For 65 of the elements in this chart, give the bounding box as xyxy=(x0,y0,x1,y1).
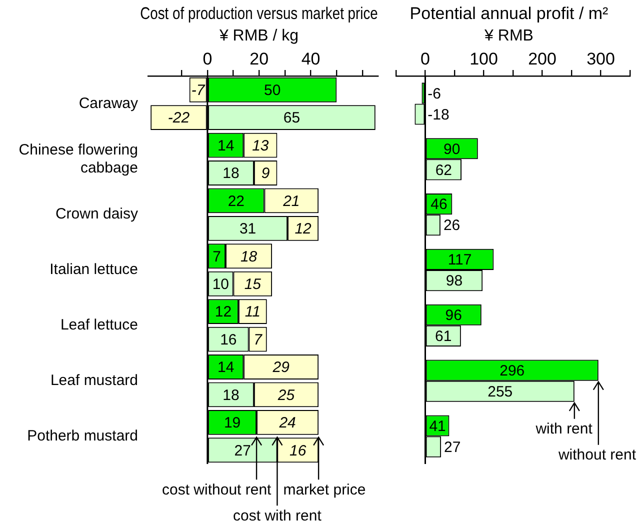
x-tick-label: 200 xyxy=(528,49,556,68)
data-label: 7 xyxy=(254,331,263,348)
data-label: 90 xyxy=(444,140,460,158)
data-label: 22 xyxy=(228,192,245,210)
data-label: 296 xyxy=(500,362,525,380)
y-tick-label: Leaf lettuce xyxy=(60,316,138,334)
data-label: 117 xyxy=(448,252,472,269)
data-label: 61 xyxy=(435,328,452,346)
data-label: 62 xyxy=(435,162,452,179)
data-label: -18 xyxy=(428,106,450,124)
data-label: 24 xyxy=(278,414,296,432)
data-label: 25 xyxy=(276,386,296,404)
data-label: 12 xyxy=(214,304,232,321)
x-tick-label: 20 xyxy=(250,49,269,68)
y-tick-label: Potherb mustard xyxy=(27,427,138,444)
chart-subtitle: ¥ RMB xyxy=(484,27,534,44)
data-label: 18 xyxy=(240,248,258,266)
data-label: -6 xyxy=(428,85,441,102)
y-tick-label: Caraway xyxy=(78,94,138,112)
x-tick-label: 300 xyxy=(586,49,615,68)
annotation: cost with rent xyxy=(233,507,322,524)
data-label: 14 xyxy=(217,137,234,154)
data-label: 26 xyxy=(443,217,460,234)
data-label: 10 xyxy=(212,276,230,293)
data-label: 255 xyxy=(488,384,513,401)
data-label: 16 xyxy=(220,331,237,348)
data-label: 16 xyxy=(290,442,307,460)
x-tick-label: 0 xyxy=(420,49,430,68)
data-label: 18 xyxy=(222,165,240,182)
y-tick-label: Leaf mustard xyxy=(50,372,138,389)
data-label: 31 xyxy=(239,220,256,238)
annotation: without rent xyxy=(557,446,637,464)
data-label: 7 xyxy=(212,248,221,266)
data-label: 50 xyxy=(264,82,281,99)
x-tick-label: 100 xyxy=(470,49,498,68)
chart-title: Potential annual profit / m² xyxy=(410,4,609,23)
chart-subtitle: ¥ RMB / kg xyxy=(218,27,299,44)
x-tick-label: 40 xyxy=(301,49,320,68)
data-label: 98 xyxy=(446,272,463,290)
annotation: cost without rent xyxy=(162,481,272,498)
data-label: 27 xyxy=(234,442,251,460)
data-label: 27 xyxy=(444,438,461,456)
y-tick-label: Crown daisy xyxy=(55,206,138,223)
data-label: -22 xyxy=(168,110,190,127)
data-label: 96 xyxy=(445,307,462,324)
data-label: 15 xyxy=(244,276,262,294)
chart-title: Cost of production versus market price xyxy=(140,4,378,24)
data-label: 65 xyxy=(283,110,300,127)
y-tick-label: Chinese flowering cabbage xyxy=(18,141,138,176)
data-label: 9 xyxy=(261,165,270,182)
data-label: 29 xyxy=(272,359,290,376)
data-label: -7 xyxy=(191,82,206,100)
annotation: with rent xyxy=(534,420,594,438)
data-label: 21 xyxy=(282,192,300,210)
data-label: 46 xyxy=(430,196,448,214)
x-tick-label: 0 xyxy=(202,49,212,68)
data-label: 12 xyxy=(294,220,312,238)
data-label: 18 xyxy=(222,386,240,404)
annotation: market price xyxy=(283,481,366,498)
y-tick-label: Italian lettuce xyxy=(50,261,138,278)
data-label: 41 xyxy=(429,418,446,435)
data-label: 11 xyxy=(244,304,260,321)
data-label: 14 xyxy=(217,359,234,376)
data-label: 19 xyxy=(224,414,241,432)
data-label: 13 xyxy=(252,137,270,154)
